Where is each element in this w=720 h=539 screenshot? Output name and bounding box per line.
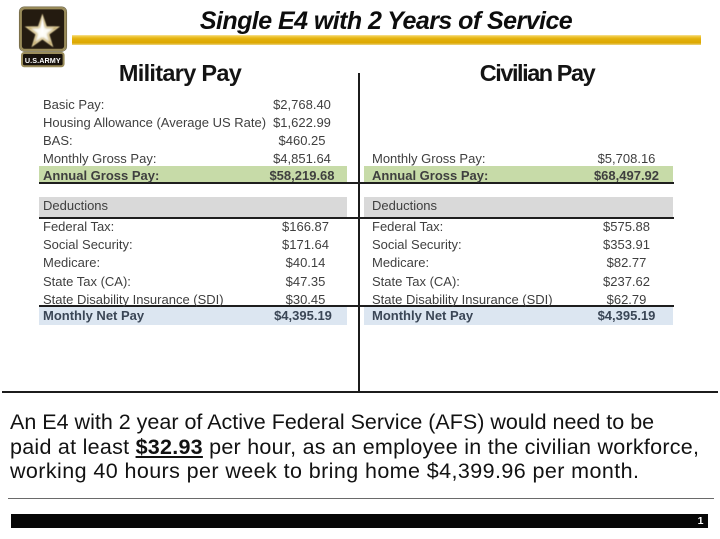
svg-text:U.S.ARMY: U.S.ARMY [25,56,61,65]
